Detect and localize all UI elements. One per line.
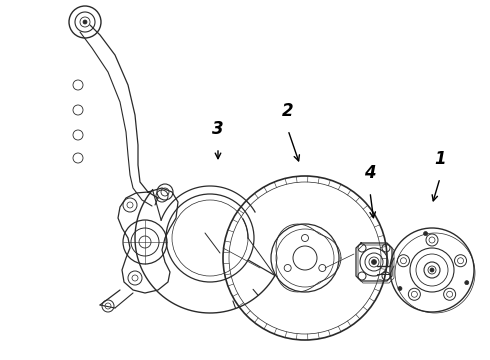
Circle shape xyxy=(398,287,402,291)
Text: 3: 3 xyxy=(212,120,224,138)
Text: 2: 2 xyxy=(282,102,294,120)
Text: 4: 4 xyxy=(364,164,376,182)
Circle shape xyxy=(423,231,428,235)
Circle shape xyxy=(430,268,434,272)
Circle shape xyxy=(465,281,469,285)
Circle shape xyxy=(83,20,87,24)
Circle shape xyxy=(371,260,376,265)
Text: 1: 1 xyxy=(434,150,446,168)
